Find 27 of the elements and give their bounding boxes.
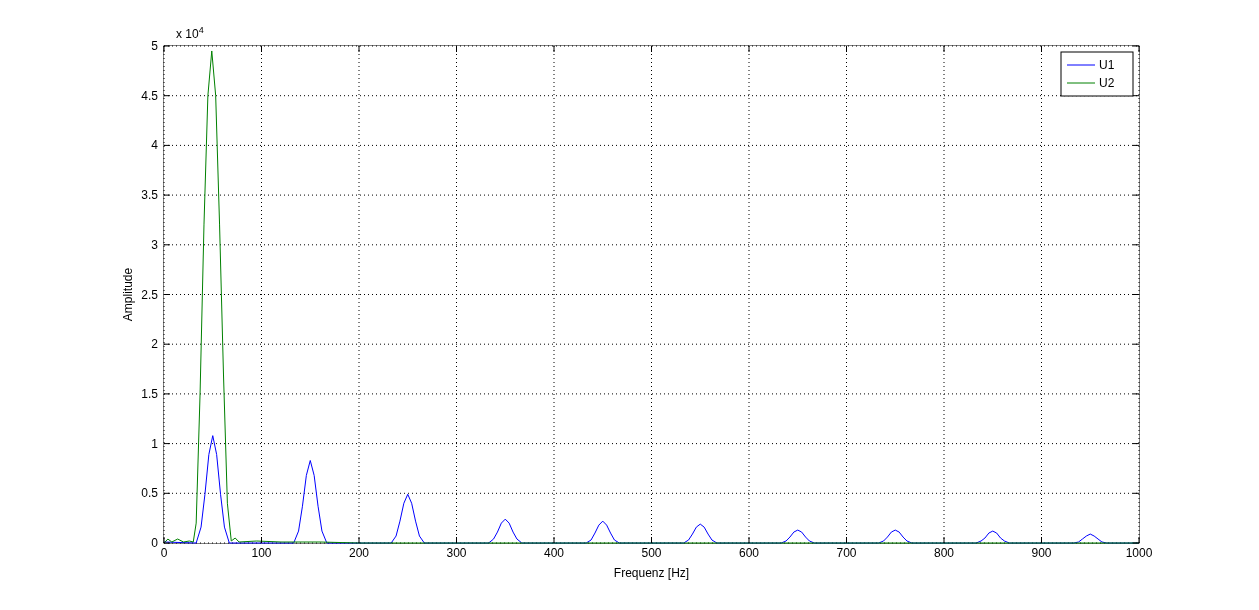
y-tick-label: 2.5 — [141, 287, 159, 302]
x-tick-label: 500 — [641, 546, 662, 560]
y-tick-label: 0.5 — [141, 486, 159, 501]
x-tick-label: 600 — [738, 546, 760, 560]
y-tick-label: 3.5 — [141, 188, 159, 203]
y-tick-label: 5 — [151, 39, 159, 53]
x-tick-label: 400 — [543, 546, 565, 560]
x-tick-label: 700 — [836, 546, 857, 560]
y-tick-label: 1.5 — [141, 386, 159, 401]
text: x 10$^{4}$ — [176, 25, 204, 41]
x-tick-label: 900 — [1031, 546, 1052, 560]
y-tick-label: 4.5 — [141, 88, 159, 103]
x-axis-title: Frequenz [Hz] — [613, 566, 690, 580]
y-tick-label: 1 — [151, 436, 159, 451]
x-tick-label: 300 — [446, 546, 467, 560]
x-tick-label: 1000 — [1125, 546, 1153, 560]
y-tick-label: 2 — [151, 337, 159, 352]
x-tick-label: 100 — [251, 546, 272, 560]
x-tick-label: 0 — [160, 546, 168, 560]
x-tick-label: 200 — [348, 546, 370, 560]
y-tick-label: 0 — [151, 536, 159, 550]
legend-label: U1 — [1099, 58, 1115, 72]
x-tick-label: 800 — [933, 546, 955, 560]
y-tick-label: 3 — [151, 237, 159, 252]
y-axis-title: Amplitude — [121, 267, 135, 322]
y-tick-label: 4 — [151, 138, 159, 153]
legend-label: U2 — [1099, 76, 1115, 90]
